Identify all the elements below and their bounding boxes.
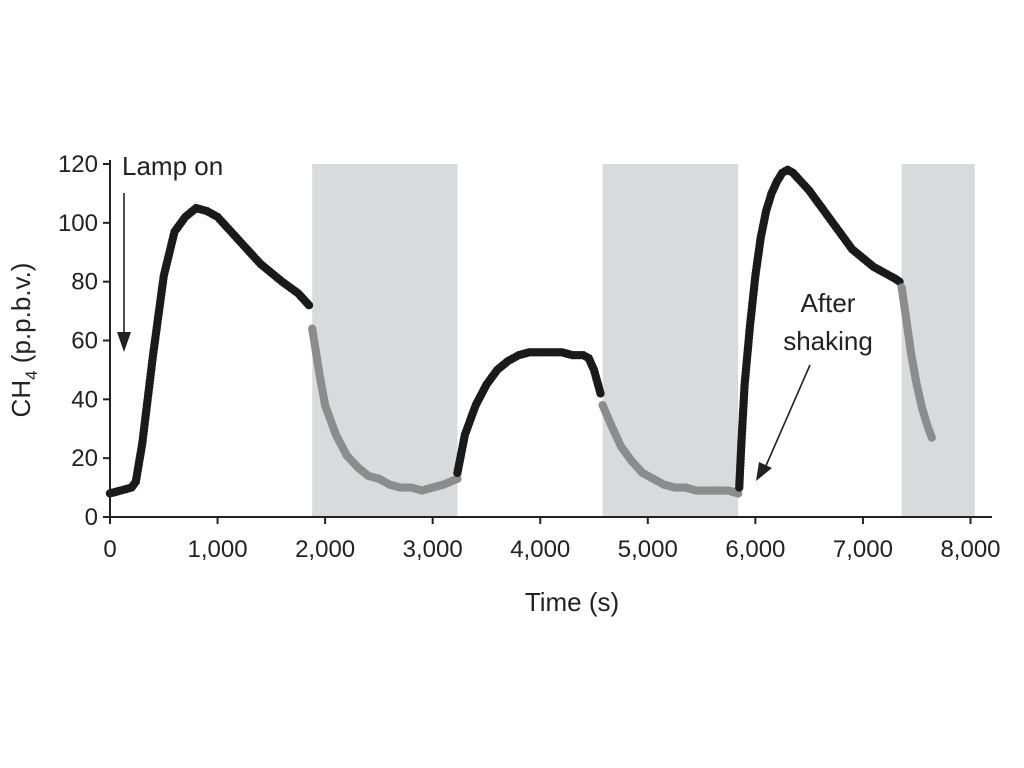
y-ticks: 0 20 40 60 80 100 120 <box>58 151 110 531</box>
x-tick-label: 3,000 <box>403 536 463 563</box>
x-tick-label: 4,000 <box>510 536 570 563</box>
y-tick-label: 120 <box>58 151 98 178</box>
annotation-after-shaking-arrow-shaft <box>764 364 811 469</box>
x-axis-title: Time (s) <box>525 587 619 617</box>
annotation-lamp-on: Lamp on <box>117 151 223 352</box>
annotation-after-shaking: After shaking <box>756 288 873 481</box>
x-tick-label: 6,000 <box>725 536 785 563</box>
y-tick-label: 0 <box>85 504 98 531</box>
y-tick-label: 100 <box>58 210 98 237</box>
axes: 0 1,000 2,000 3,000 4,000 5,000 6,000 7,000 8,00… <box>58 151 1001 563</box>
x-ticks: 0 1,000 2,000 3,000 4,000 5,000 6,000 7,000 8,00… <box>103 517 1001 563</box>
y-tick-label: 80 <box>71 269 98 296</box>
annotation-after-shaking-line1: After <box>801 288 856 318</box>
shaded-interval-1 <box>602 164 739 517</box>
annotation-lamp-on-arrow-head <box>117 332 131 352</box>
x-tick-label: 0 <box>103 536 116 563</box>
data-point <box>453 474 462 483</box>
y-axis-title: CH4 (p.p.b.v.) <box>6 263 41 418</box>
y-axis-title-unit: (p.p.b.v.) <box>6 263 36 371</box>
dark-period-shading <box>312 164 975 517</box>
annotation-after-shaking-line2: shaking <box>783 326 873 356</box>
x-tick-label: 7,000 <box>833 536 893 563</box>
x-tick-label: 8,000 <box>940 536 1000 563</box>
data-point <box>304 301 314 310</box>
data-point <box>927 433 936 442</box>
annotation-lamp-on-text: Lamp on <box>122 151 223 181</box>
y-tick-label: 40 <box>71 386 98 413</box>
y-tick-label: 20 <box>71 445 98 472</box>
shaded-interval-0 <box>312 164 458 517</box>
y-axis-title-subscript: 4 <box>22 370 41 379</box>
annotation-after-shaking-arrow-head <box>756 462 772 481</box>
y-axis-title-main: CH <box>6 380 36 418</box>
x-tick-label: 5,000 <box>618 536 678 563</box>
y-tick-label: 60 <box>71 328 98 355</box>
data-points <box>105 165 936 498</box>
x-tick-label: 1,000 <box>188 536 248 563</box>
shaded-interval-2 <box>901 164 975 517</box>
data-point <box>596 389 605 398</box>
x-tick-label: 2,000 <box>295 536 355 563</box>
